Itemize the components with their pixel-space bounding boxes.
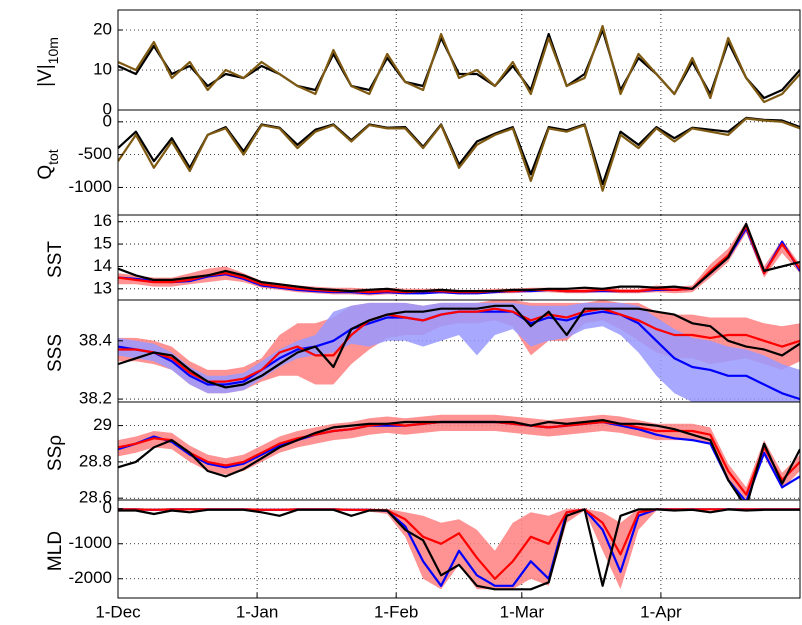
y-tick-label: 0	[103, 111, 112, 130]
y-tick-label: 38.4	[79, 330, 112, 349]
y-tick-label: 0	[103, 99, 112, 118]
y-axis-label: SSS	[45, 334, 66, 372]
y-tick-label: 29	[93, 415, 112, 434]
data-line	[118, 24, 800, 104]
x-tick-label: 1-Mar	[500, 602, 545, 621]
spread-band	[118, 508, 800, 590]
y-tick-label: 28.8	[79, 451, 112, 470]
y-axis-label-sub: 10m	[45, 37, 61, 64]
data-line	[118, 116, 800, 186]
y-tick-label: 38.2	[79, 389, 112, 408]
data-line	[118, 304, 800, 389]
plot-area	[118, 116, 800, 192]
y-tick-label: -500	[78, 144, 112, 163]
y-axis-label-main: SSρ	[45, 435, 66, 471]
data-line	[118, 225, 800, 294]
x-tick-label: 1-Jan	[236, 602, 279, 621]
panel-frame	[117, 499, 801, 599]
panel: -2000 -1000 0 MLD 1-Dec 1-Jan 1-Feb 1-Mar 1-Apr	[45, 498, 801, 621]
plot-area	[118, 221, 800, 296]
plot-area	[118, 508, 800, 591]
y-tick-label: 16	[93, 211, 112, 230]
panel: 0 10 20 |V|10m	[35, 9, 801, 118]
y-tick-label: 20	[93, 19, 112, 38]
data-line	[118, 28, 800, 100]
y-tick-label: -1000	[69, 533, 112, 552]
panel: 13 14 15 16 SST	[45, 211, 801, 301]
plot-area	[118, 414, 800, 500]
y-tick-label: -2000	[69, 568, 112, 587]
x-tick-label: 1-Feb	[374, 602, 418, 621]
plot-area	[118, 24, 800, 104]
y-axis-label: SSρ	[45, 435, 66, 471]
x-tick-label: 1-Apr	[640, 602, 682, 621]
data-line	[118, 508, 800, 591]
y-tick-label: 14	[93, 256, 112, 275]
data-line	[118, 222, 800, 293]
x-tick-label: 1-Dec	[95, 602, 141, 621]
spread-band	[118, 414, 800, 500]
data-line	[118, 307, 800, 383]
y-axis-label-main: MLD	[45, 531, 66, 571]
panel: 38.2 38.4 SSS	[45, 299, 801, 408]
y-axis-label-main: Q	[35, 165, 56, 180]
y-tick-label: 10	[93, 59, 112, 78]
panel-frame	[117, 9, 801, 111]
y-axis-label: Qtot	[35, 149, 61, 179]
y-tick-label: 15	[93, 234, 112, 253]
data-line	[118, 117, 800, 192]
y-axis-label: |V|10m	[35, 37, 61, 87]
panel: 28.6 28.8 29 SSρ	[45, 401, 801, 507]
y-tick-label: 13	[93, 278, 112, 297]
y-tick-label: 28.6	[79, 488, 112, 507]
y-axis-label-main: |V|	[35, 64, 56, 87]
y-axis-label: MLD	[45, 531, 66, 571]
panel: -1000 -500 0 Qtot	[35, 109, 801, 216]
y-axis-label-main: SST	[45, 241, 66, 278]
y-axis-label-sub: tot	[45, 149, 61, 165]
plot-area	[118, 300, 800, 402]
y-axis-label-main: SSS	[45, 334, 66, 372]
y-tick-label: 0	[103, 498, 112, 517]
data-line	[118, 419, 800, 500]
y-tick-label: -1000	[69, 177, 112, 196]
spread-band	[118, 302, 800, 402]
y-axis-label: SST	[45, 241, 66, 278]
